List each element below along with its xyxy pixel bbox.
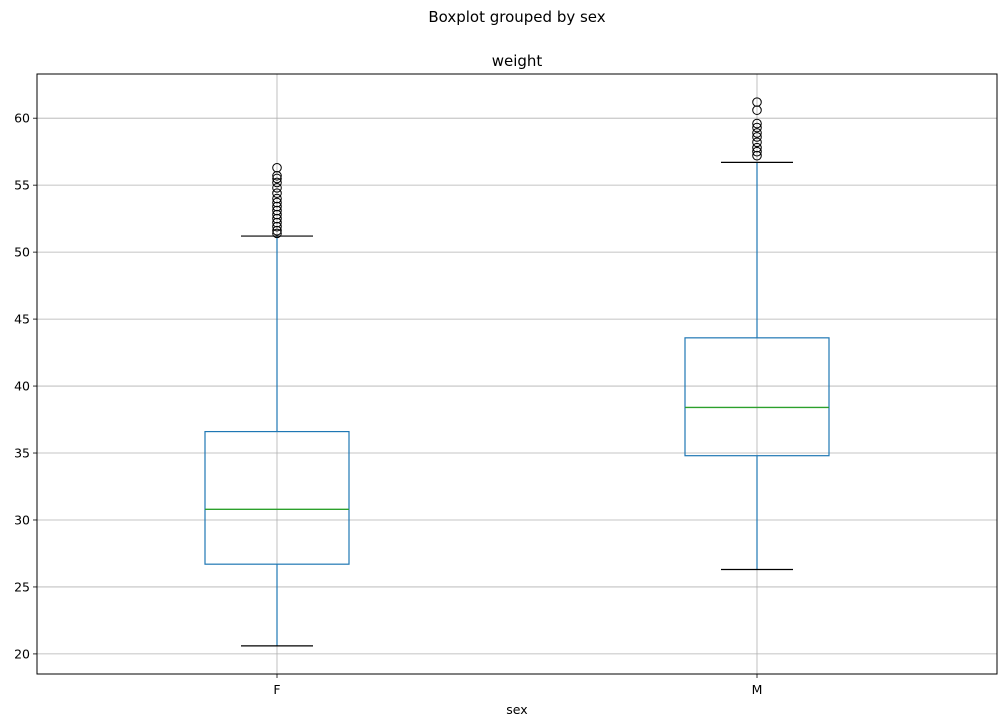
outlier-point bbox=[752, 97, 762, 107]
outlier-point bbox=[272, 221, 282, 232]
outlier-point bbox=[272, 173, 282, 184]
outlier-point bbox=[272, 177, 282, 188]
outlier-point bbox=[272, 209, 282, 220]
outlier-point bbox=[752, 128, 762, 138]
x-tick-label: F bbox=[273, 682, 280, 697]
outlier-point bbox=[752, 122, 762, 133]
x-tick-label: M bbox=[752, 682, 763, 697]
y-tick-label: 60 bbox=[14, 111, 30, 126]
outlier-point bbox=[752, 105, 762, 115]
outlier-point bbox=[752, 146, 762, 157]
grid-layer bbox=[37, 74, 997, 674]
y-tick-label: 25 bbox=[14, 579, 30, 594]
outlier-point bbox=[272, 193, 282, 204]
outlier-point bbox=[752, 132, 762, 142]
outlier-point bbox=[272, 201, 282, 212]
y-tick-label: 50 bbox=[14, 245, 30, 260]
outlier-point bbox=[752, 118, 762, 129]
box-group-m bbox=[684, 97, 830, 571]
outlier-point bbox=[752, 137, 762, 148]
y-tick-label: 40 bbox=[14, 379, 30, 394]
y-tick-label: 55 bbox=[14, 178, 30, 193]
plot-frame bbox=[36, 73, 998, 675]
outlier-point bbox=[272, 228, 282, 239]
x-axis-label: sex bbox=[506, 702, 527, 717]
outlier-point bbox=[272, 205, 282, 216]
iqr-box bbox=[204, 430, 350, 565]
outlier-point bbox=[272, 225, 282, 236]
outlier-point bbox=[272, 188, 282, 198]
y-tick-label: 20 bbox=[14, 646, 30, 661]
outlier-point bbox=[272, 170, 282, 181]
y-tick-label: 30 bbox=[14, 512, 30, 527]
y-tick-label: 45 bbox=[14, 312, 30, 327]
outlier-point bbox=[272, 213, 282, 224]
outlier-point bbox=[272, 183, 282, 193]
chart-title: weight bbox=[492, 52, 543, 70]
box-layer bbox=[204, 97, 830, 647]
box-group-f bbox=[204, 162, 350, 647]
outlier-point bbox=[272, 162, 282, 173]
outlier-point bbox=[752, 150, 762, 161]
outlier-point bbox=[752, 142, 762, 153]
iqr-box bbox=[684, 337, 830, 457]
tick-layer: 20 25 30 35 40 45 50 55 60 F M bbox=[14, 111, 762, 697]
outlier-point bbox=[272, 197, 282, 208]
chart-suptitle: Boxplot grouped by sex bbox=[428, 8, 605, 26]
y-tick-label: 35 bbox=[14, 446, 30, 461]
outlier-point bbox=[272, 217, 282, 228]
